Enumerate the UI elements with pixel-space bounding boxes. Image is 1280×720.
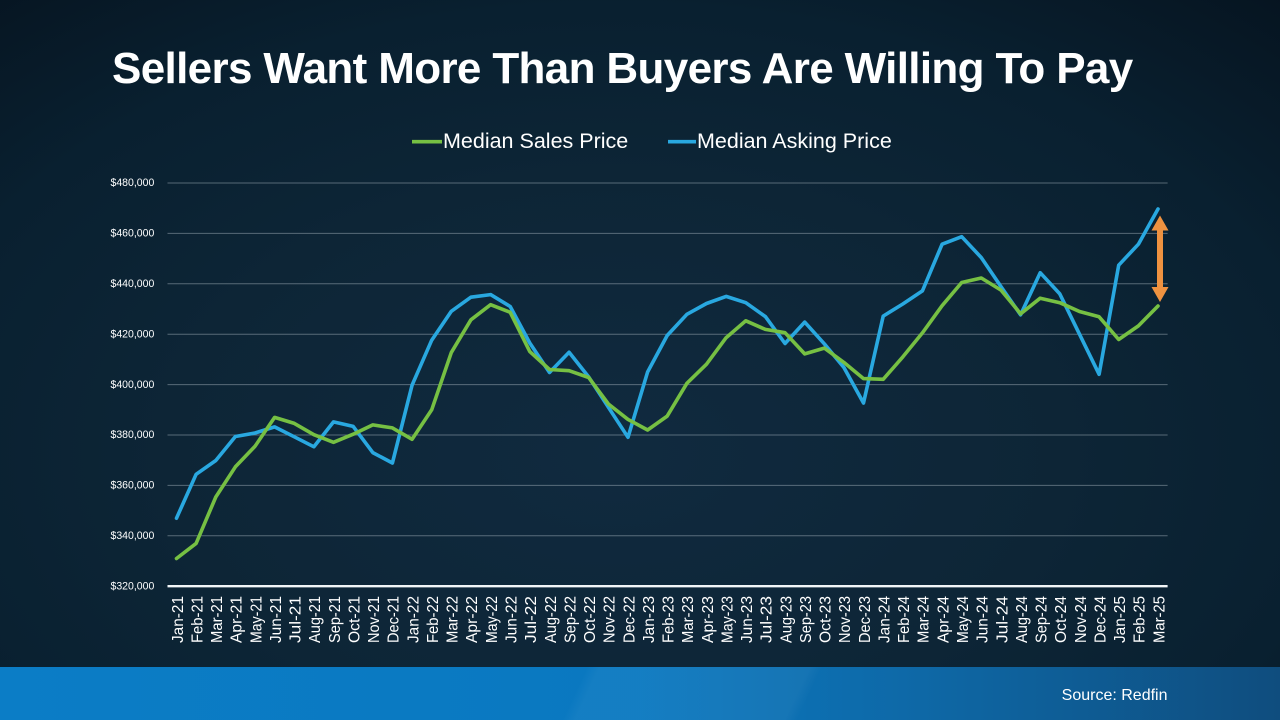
svg-text:Feb-21: Feb-21 (189, 596, 206, 643)
svg-text:Jan-24: Jan-24 (877, 596, 894, 643)
svg-text:Apr-24: Apr-24 (935, 596, 952, 643)
svg-text:Mar-24: Mar-24 (916, 596, 933, 643)
svg-text:Nov-21: Nov-21 (366, 596, 383, 643)
svg-text:Dec-23: Dec-23 (857, 596, 874, 643)
svg-text:Mar-22: Mar-22 (445, 596, 462, 643)
svg-text:Sep-22: Sep-22 (562, 596, 579, 643)
svg-text:Feb-22: Feb-22 (425, 596, 442, 643)
svg-text:$380,000: $380,000 (111, 429, 155, 441)
svg-text:$340,000: $340,000 (111, 530, 155, 542)
svg-text:Nov-24: Nov-24 (1073, 596, 1090, 643)
svg-text:Jun-23: Jun-23 (739, 596, 756, 643)
svg-text:Aug-23: Aug-23 (778, 596, 795, 643)
svg-text:Oct-24: Oct-24 (1053, 596, 1070, 643)
svg-text:Jan-22: Jan-22 (405, 596, 422, 643)
svg-text:Aug-21: Aug-21 (307, 596, 324, 643)
svg-text:Feb-24: Feb-24 (896, 596, 913, 643)
svg-text:Jul-22: Jul-22 (523, 596, 540, 643)
svg-text:$480,000: $480,000 (111, 177, 155, 189)
svg-text:Apr-21: Apr-21 (229, 596, 246, 643)
svg-text:$460,000: $460,000 (111, 228, 155, 240)
svg-text:Jun-21: Jun-21 (268, 596, 285, 643)
svg-text:Jun-24: Jun-24 (975, 596, 992, 643)
svg-text:Dec-24: Dec-24 (1092, 596, 1109, 643)
svg-text:Apr-22: Apr-22 (464, 596, 481, 643)
svg-text:May-24: May-24 (955, 596, 972, 643)
svg-text:Oct-21: Oct-21 (347, 596, 364, 643)
svg-text:May-21: May-21 (248, 596, 265, 643)
svg-text:Sep-23: Sep-23 (798, 596, 815, 643)
svg-text:Jul-21: Jul-21 (288, 596, 305, 643)
svg-text:$440,000: $440,000 (111, 278, 155, 290)
svg-text:Oct-23: Oct-23 (818, 596, 835, 643)
svg-text:Aug-24: Aug-24 (1014, 596, 1031, 643)
svg-text:Nov-22: Nov-22 (602, 596, 619, 643)
svg-text:Mar-25: Mar-25 (1151, 596, 1168, 643)
svg-text:May-22: May-22 (484, 596, 501, 643)
svg-text:Feb-25: Feb-25 (1132, 596, 1149, 643)
svg-text:Jan-23: Jan-23 (641, 596, 658, 643)
svg-text:$400,000: $400,000 (111, 379, 155, 391)
svg-text:Nov-23: Nov-23 (837, 596, 854, 643)
svg-text:Apr-23: Apr-23 (700, 596, 717, 643)
svg-text:Jul-23: Jul-23 (759, 596, 776, 643)
svg-text:$320,000: $320,000 (111, 580, 155, 592)
svg-text:Dec-22: Dec-22 (621, 596, 638, 643)
svg-text:Sep-24: Sep-24 (1034, 596, 1051, 643)
svg-text:Feb-23: Feb-23 (661, 596, 678, 643)
svg-text:Dec-21: Dec-21 (386, 596, 403, 643)
svg-text:May-23: May-23 (719, 596, 736, 643)
svg-text:$420,000: $420,000 (111, 328, 155, 340)
svg-text:Jan-25: Jan-25 (1112, 596, 1129, 643)
svg-text:Mar-23: Mar-23 (680, 596, 697, 643)
svg-text:Jun-22: Jun-22 (504, 596, 521, 643)
svg-text:Mar-21: Mar-21 (209, 596, 226, 643)
svg-text:Jul-24: Jul-24 (994, 596, 1011, 643)
svg-text:Aug-22: Aug-22 (543, 596, 560, 643)
svg-text:Jan-21: Jan-21 (170, 596, 187, 643)
svg-text:Sep-21: Sep-21 (327, 596, 344, 643)
svg-text:Oct-22: Oct-22 (582, 596, 599, 643)
svg-text:$360,000: $360,000 (111, 480, 155, 492)
